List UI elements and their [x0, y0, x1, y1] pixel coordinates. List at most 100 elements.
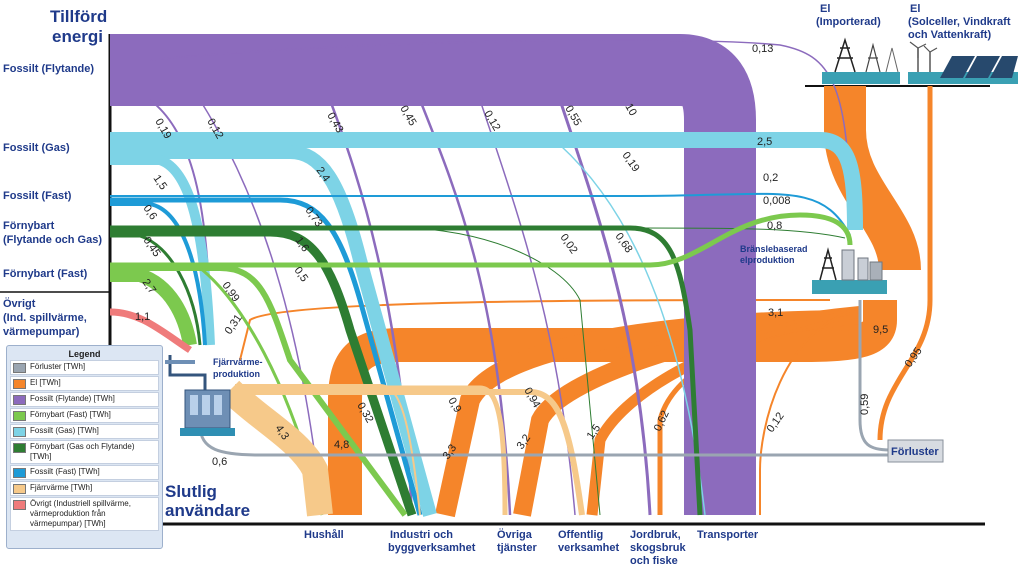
- dh-node-line1: Fjärrvärme-: [213, 357, 263, 367]
- legend-label: Förnybart (Fast) [TWh]: [30, 410, 111, 419]
- rs-fuelpower-flow: [110, 212, 853, 268]
- val-liq-trn: 10: [622, 102, 639, 119]
- legend-label: Förluster [TWh]: [30, 362, 86, 371]
- fp-loss-flow: [858, 300, 891, 452]
- val-rlg-trn: 0,68: [613, 231, 635, 255]
- source-renewable-lg-line1: Förnybart: [3, 220, 55, 232]
- legend-item: Förnybart (Gas och Flytande) [TWh]: [10, 440, 159, 464]
- electricity-import-icon: [822, 37, 900, 84]
- legend-swatch: [13, 468, 26, 478]
- source-other-line1: Övrigt: [3, 297, 36, 310]
- val-gas-fuelpower: 2,5: [757, 136, 772, 148]
- source-renewable-lg-line2: (Flytande och Gas): [3, 234, 102, 246]
- val-gas-dh: 1,5: [151, 173, 170, 192]
- input-title-line1: Tillförd: [50, 7, 107, 26]
- val-rlg-fuelpower: 0,008: [763, 195, 791, 207]
- legend-title: Legend: [68, 349, 101, 359]
- legend-label: Fossilt (Flytande) [TWh]: [30, 394, 115, 403]
- val-rlg-dh: 0,45: [141, 235, 163, 259]
- source-el-renew-line1: El: [910, 3, 920, 15]
- sink-agriculture-line1: Jordbruk,: [630, 529, 681, 541]
- gas-transport-flow: [559, 144, 706, 516]
- rlg-industry-flow: [110, 227, 417, 517]
- val-liq-fuelpower: 0,13: [752, 43, 773, 55]
- source-el-import-line1: El: [820, 3, 830, 15]
- losses-node-label: Förluster: [891, 446, 939, 458]
- source-other-line3: värmepumpar): [3, 326, 80, 338]
- sink-industry-line1: Industri och: [390, 529, 453, 541]
- val-el-losses: 0,95: [903, 345, 925, 369]
- fuel-power-line1: Bränslebaserad: [740, 244, 808, 254]
- source-fossil-gas: Fossilt (Gas): [3, 142, 70, 154]
- legend-label: Förnybart (Gas och Flytande) [TWh]: [30, 442, 135, 461]
- val-sol-fuelpower: 0,2: [763, 172, 778, 184]
- district-heat-flows: [220, 380, 585, 517]
- input-title-line2: energi: [52, 27, 103, 46]
- legend-label: Fjärrvärme [TWh]: [30, 483, 93, 492]
- legend-item: Fossilt (Gas) [TWh]: [10, 424, 159, 439]
- solid-fuelpower-flow: [110, 192, 851, 236]
- val-rs-hh: 0,5: [292, 265, 311, 284]
- legend-item: Fossilt (Flytande) [TWh]: [10, 392, 159, 407]
- dh-services-flow: [235, 385, 508, 516]
- legend-swatch: [13, 379, 26, 389]
- sink-services-line1: Övriga: [497, 528, 533, 541]
- dh-industry-flow: [235, 384, 421, 516]
- legend-item: Övrigt (Industriell spillvärme, värmepro…: [10, 497, 159, 531]
- val-el-hh: 4,8: [334, 439, 349, 451]
- renewable-electricity-icon: [908, 41, 1018, 84]
- source-el-renew-line2: (Solceller, Vindkraft: [908, 16, 1011, 28]
- liquid-agriculture-flow: [558, 99, 652, 516]
- source-el-import-line2: (Importerad): [816, 16, 881, 28]
- val-fp-losses: 0,59: [859, 394, 871, 415]
- fossil-solid-flows: [110, 192, 851, 516]
- val-dh-losses: 0,6: [212, 456, 227, 468]
- sink-agriculture-line3: och fiske: [630, 555, 678, 567]
- fossil-gas-flows: [110, 132, 863, 517]
- fuel-power-plant-icon: [812, 247, 887, 294]
- rs-industry-flow: [110, 265, 408, 517]
- sink-services-line2: tjänster: [497, 542, 537, 554]
- legend-label: Fossilt (Fast) [TWh]: [30, 467, 100, 476]
- sink-agriculture-line2: skogsbruk: [630, 542, 687, 554]
- legend-label: Fossilt (Gas) [TWh]: [30, 426, 99, 435]
- sink-transport: Transporter: [697, 529, 759, 541]
- dh-households-flow: [220, 380, 333, 517]
- gas-industry-flow: [110, 145, 437, 517]
- legend-swatch: [13, 411, 26, 421]
- val-other-dh: 1,1: [135, 311, 150, 323]
- gas-fuelpower-flow: [110, 132, 863, 231]
- solid-dh-flow: [110, 202, 207, 346]
- dh-node-line2: produktion: [213, 369, 260, 379]
- source-el-renew-line3: och Vattenkraft): [908, 29, 991, 41]
- output-title-line2: användare: [165, 501, 250, 520]
- other-dh-flow: [109, 308, 192, 353]
- source-other-line2: (Ind. spillvärme,: [3, 312, 87, 324]
- legend-label: El [TWh]: [30, 378, 61, 387]
- rlg-transport-flow: [110, 225, 703, 516]
- rlg-services-flow: [399, 227, 601, 516]
- liquid-fuelpower-flow: [149, 39, 851, 231]
- val-rs-fuelpower: 0,8: [767, 220, 782, 232]
- val-el-total: 9,5: [873, 324, 888, 336]
- output-title-line1: Slutlig: [165, 482, 217, 501]
- legend-swatch: [13, 363, 26, 373]
- val-liq-pub: 0,12: [481, 109, 502, 134]
- sink-public-line1: Offentlig: [558, 529, 603, 541]
- legend-item: Fossilt (Fast) [TWh]: [10, 465, 159, 480]
- val-el-agr: 0,62: [652, 409, 672, 433]
- solid-industry-flow: [110, 197, 423, 516]
- fossil-liquid-flows: [110, 34, 851, 516]
- legend-swatch: [13, 484, 26, 494]
- rlg-fuelpower-flow: [639, 227, 846, 239]
- dh-public-flow: [235, 389, 585, 516]
- val-liq-svc: 0,45: [397, 104, 418, 129]
- val-el-total-fp: 3,1: [768, 307, 783, 319]
- gas-dh-flow: [110, 155, 215, 346]
- legend-swatch: [13, 427, 26, 437]
- sink-households: Hushåll: [304, 529, 344, 541]
- legend-item: Förnybart (Fast) [TWh]: [10, 408, 159, 423]
- fuel-power-line2: elproduktion: [740, 255, 795, 265]
